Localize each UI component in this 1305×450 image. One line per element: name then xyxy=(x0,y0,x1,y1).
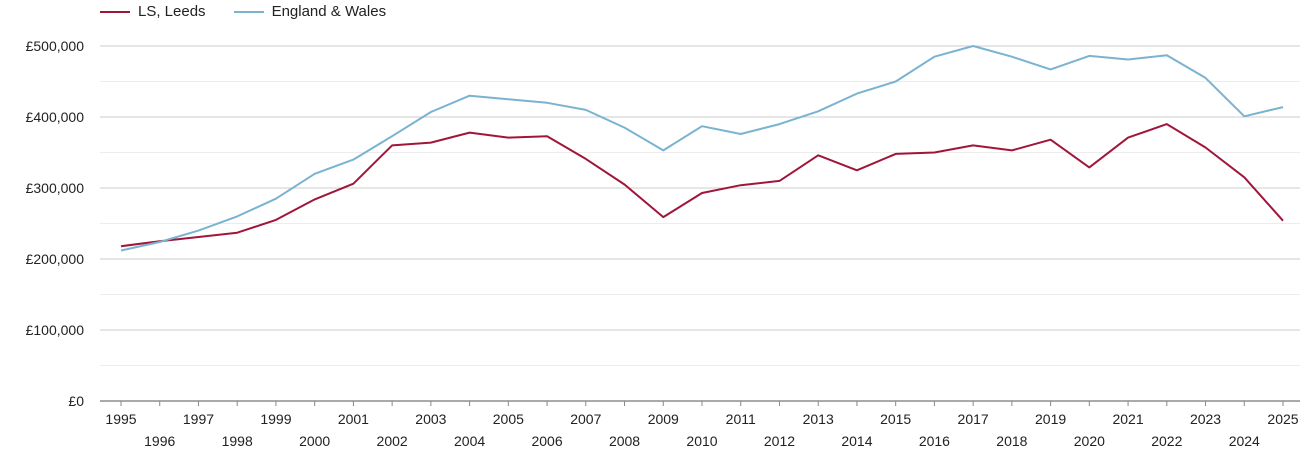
x-tick-label: 1997 xyxy=(183,411,214,427)
x-tick-label: 1999 xyxy=(260,411,291,427)
x-tick-label: 1996 xyxy=(144,433,175,449)
x-tick-label: 2015 xyxy=(880,411,911,427)
legend-swatch-england-wales xyxy=(233,10,264,13)
x-tick-label: 2002 xyxy=(377,433,408,449)
y-tick-label: £100,000 xyxy=(26,322,85,338)
x-tick-label: 2018 xyxy=(996,433,1027,449)
legend-item-leeds: LS, Leeds xyxy=(100,3,206,20)
x-tick-label: 2006 xyxy=(531,433,562,449)
legend-swatch-leeds xyxy=(100,10,130,13)
x-tick-label: 2005 xyxy=(493,411,524,427)
x-tick-label: 2014 xyxy=(841,433,872,449)
series-line-england-wales xyxy=(120,45,1284,252)
legend: LS, Leeds England & Wales xyxy=(100,3,386,20)
x-tick-label: 2008 xyxy=(609,433,640,449)
x-tick-label: 2001 xyxy=(338,411,369,427)
x-tick-label: 2004 xyxy=(454,433,485,449)
y-tick-label: £200,000 xyxy=(26,251,85,267)
x-tick-label: 2000 xyxy=(299,433,330,449)
x-tick-label: 2020 xyxy=(1074,433,1105,449)
y-tick-label: £400,000 xyxy=(26,109,85,125)
x-tick-label: 2022 xyxy=(1151,433,1182,449)
legend-item-england-wales: England & Wales xyxy=(233,3,387,20)
y-tick-label: £0 xyxy=(68,393,84,409)
x-tick-label: 2012 xyxy=(764,433,795,449)
x-tick-label: 2019 xyxy=(1035,411,1066,427)
x-tick-label: 2016 xyxy=(919,433,950,449)
legend-label-england-wales: England & Wales xyxy=(271,3,387,20)
x-tick-label: 2017 xyxy=(958,411,989,427)
x-tick-label: 2024 xyxy=(1229,433,1260,449)
x-tick-label: 2010 xyxy=(686,433,717,449)
x-tick-label: 2025 xyxy=(1267,411,1298,427)
x-tick-label: 2007 xyxy=(570,411,601,427)
x-tick-label: 2023 xyxy=(1190,411,1221,427)
x-tick-label: 1998 xyxy=(222,433,253,449)
series-line-leeds xyxy=(120,123,1284,248)
y-tick-label: £300,000 xyxy=(26,180,85,196)
x-tick-label: 2021 xyxy=(1112,411,1143,427)
x-tick-label: 2009 xyxy=(648,411,679,427)
x-tick-label: 2003 xyxy=(415,411,446,427)
x-tick-label: 1995 xyxy=(105,411,136,427)
y-tick-label: £500,000 xyxy=(26,38,85,54)
x-tick-label: 2013 xyxy=(803,411,834,427)
legend-label-leeds: LS, Leeds xyxy=(138,3,206,20)
x-tick-label: 2011 xyxy=(726,411,756,427)
